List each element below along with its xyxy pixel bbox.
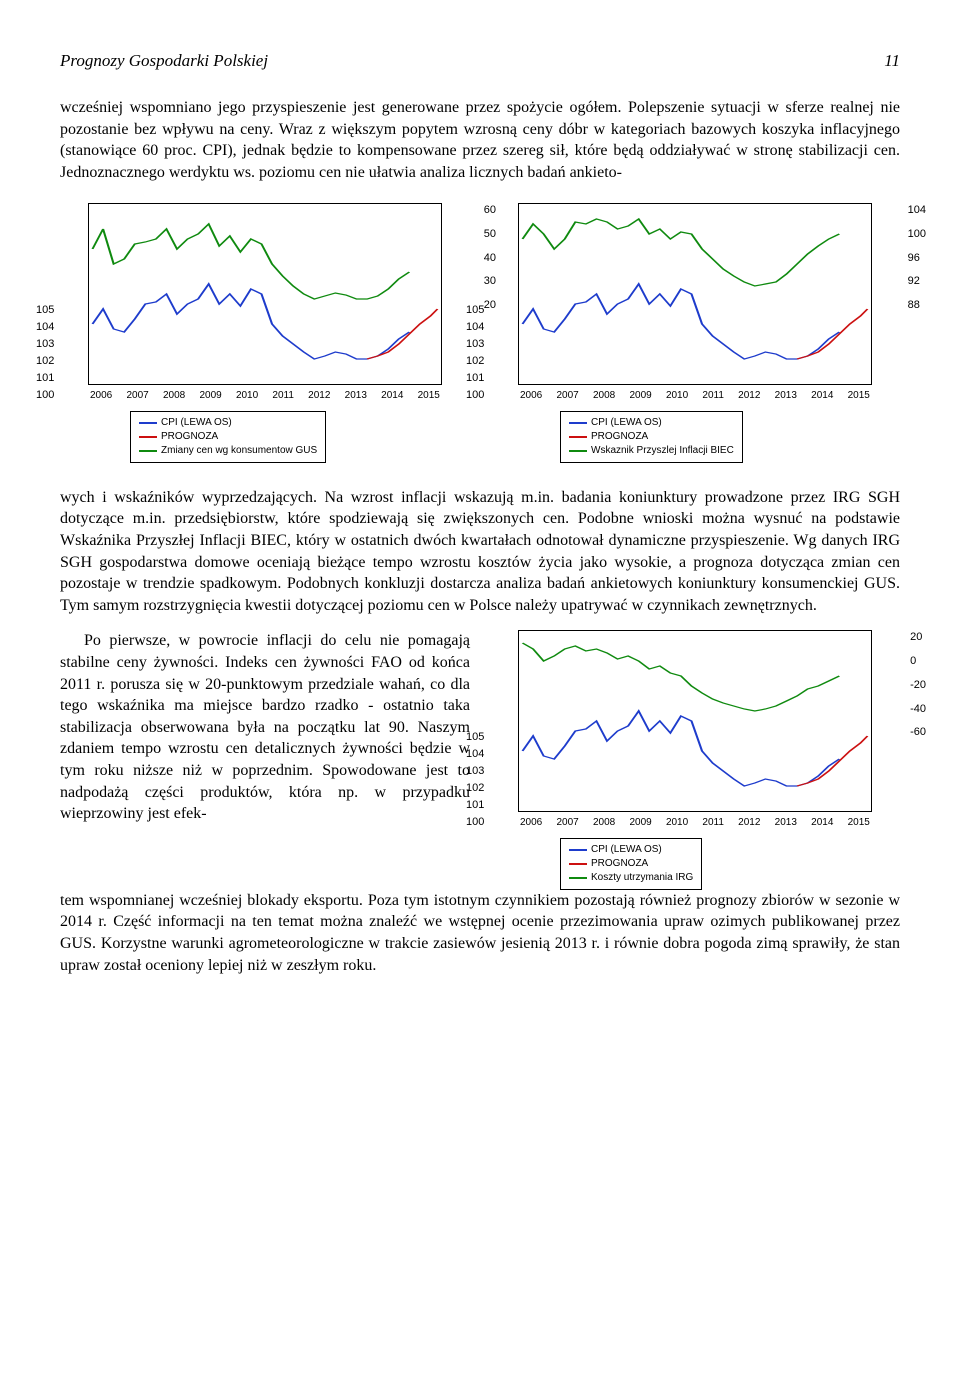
- chart-1-red-line: [367, 309, 437, 359]
- chart-3-green-line: [523, 643, 840, 711]
- page-header: Prognozy Gospodarki Polskiej 11: [60, 50, 900, 73]
- chart-3-y-left: 105 104 103 102 101 100: [466, 730, 484, 830]
- swatch-green: [139, 450, 157, 452]
- header-title: Prognozy Gospodarki Polskiej: [60, 50, 268, 73]
- chart-2: 105 104 103 102 101 100 104 100 96 92 88: [490, 203, 900, 463]
- chart-3-blue-line: [523, 711, 840, 786]
- page-number: 11: [884, 50, 900, 73]
- chart-1-green-line: [93, 224, 410, 299]
- chart-3-y-right: 20 0 -20 -40 -60: [910, 630, 926, 740]
- chart-1: 105 104 103 102 101 100 60 50 40 30 20: [60, 203, 470, 463]
- paragraph-3a: Po pierwsze, w powrocie inflacji do celu…: [60, 630, 470, 824]
- chart-1-y-left: 105 104 103 102 101 100: [36, 303, 54, 403]
- chart-2-green-line: [523, 219, 840, 286]
- swatch-green: [569, 450, 587, 452]
- chart-1-x-axis: 2006200720082009201020112012201320142015: [88, 385, 442, 403]
- swatch-green: [569, 877, 587, 879]
- swatch-blue: [569, 849, 587, 851]
- swatch-red: [569, 863, 587, 865]
- chart-2-red-line: [797, 309, 867, 359]
- chart-1-blue-line: [93, 284, 410, 359]
- chart-2-plot: [518, 203, 872, 385]
- paragraph-2: wych i wskaźników wyprzedzających. Na wz…: [60, 487, 900, 617]
- chart-2-x-axis: 2006200720082009201020112012201320142015: [518, 385, 872, 403]
- chart-1-legend: CPI (LEWA OS) PROGNOZA Zmiany cen wg kon…: [130, 411, 326, 463]
- chart-3-x-axis: 2006200720082009201020112012201320142015: [518, 812, 872, 830]
- chart-2-y-left: 105 104 103 102 101 100: [466, 303, 484, 403]
- chart-3: 105 104 103 102 101 100 20 0 -20 -40 -60: [490, 630, 900, 890]
- chart-1-plot: [88, 203, 442, 385]
- chart-row-top: 105 104 103 102 101 100 60 50 40 30 20: [60, 203, 900, 463]
- swatch-blue: [569, 422, 587, 424]
- paragraph-1: wcześniej wspomniano jego przyspieszenie…: [60, 97, 900, 183]
- chart-3-legend: CPI (LEWA OS) PROGNOZA Koszty utrzymania…: [560, 838, 702, 890]
- chart-2-y-right: 104 100 96 92 88: [908, 203, 926, 313]
- chart-3-plot: [518, 630, 872, 812]
- chart-3-red-line: [797, 736, 867, 786]
- swatch-red: [569, 436, 587, 438]
- chart-2-blue-line: [523, 284, 840, 359]
- paragraph-3b: tem wspomnianej wcześniej blokady ekspor…: [60, 890, 900, 976]
- bottom-two-col: Po pierwsze, w powrocie inflacji do celu…: [60, 630, 900, 890]
- swatch-blue: [139, 422, 157, 424]
- chart-2-legend: CPI (LEWA OS) PROGNOZA Wskaznik Przyszle…: [560, 411, 743, 463]
- swatch-red: [139, 436, 157, 438]
